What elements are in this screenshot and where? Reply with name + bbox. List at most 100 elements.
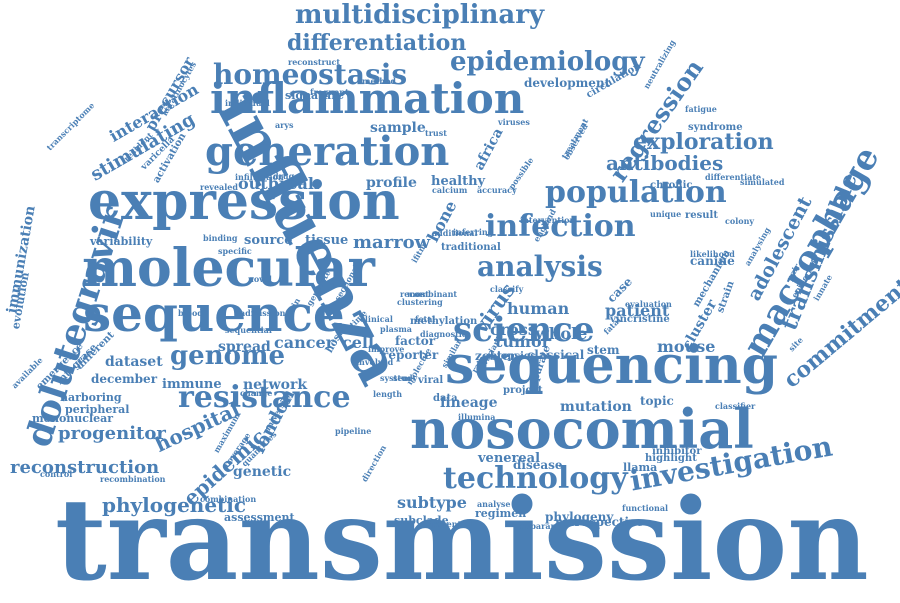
- cloud-word: inhibitor: [652, 446, 702, 457]
- cloud-word: biopsies: [490, 351, 536, 362]
- cloud-word: healthy: [431, 174, 486, 189]
- cloud-word: mutation: [560, 399, 632, 415]
- cloud-word: fetal: [415, 314, 436, 324]
- cloud-word: project: [503, 385, 543, 396]
- cloud-word: result: [685, 210, 718, 221]
- cloud-word: lineage: [440, 395, 498, 411]
- cloud-word: canine: [690, 254, 735, 268]
- cloud-word: evaluation: [625, 299, 672, 309]
- cloud-word: phylogenetic: [102, 493, 247, 517]
- cloud-word: immune: [162, 377, 222, 392]
- cloud-word: peripheral: [65, 403, 130, 416]
- cloud-word: profile: [366, 175, 417, 191]
- cloud-word: infection: [485, 209, 636, 244]
- cloud-word: simulated: [740, 177, 785, 187]
- cloud-word: blood: [178, 308, 203, 318]
- cloud-word: drug: [273, 171, 295, 181]
- cloud-word: sequential: [225, 325, 272, 335]
- cloud-word: zoster: [475, 349, 517, 363]
- cloud-word: site: [786, 334, 805, 354]
- cloud-word: classifier: [715, 401, 756, 411]
- cloud-word: variability: [90, 235, 153, 248]
- cloud-word: harboring: [60, 391, 122, 404]
- cloud-word: mononuclear: [32, 412, 114, 425]
- cloud-word: pipeline: [335, 426, 372, 436]
- cloud-word: inferring: [453, 227, 494, 237]
- cloud-word: viruses: [498, 117, 530, 127]
- cloud-word: dataset: [105, 354, 163, 370]
- cloud-word: infiltration: [235, 172, 284, 182]
- cloud-word: clinical: [360, 314, 393, 324]
- cloud-word: clustering: [397, 297, 443, 307]
- cloud-word: tissue: [305, 233, 349, 248]
- cloud-word: epidemiology: [450, 47, 645, 77]
- cloud-word: novel: [248, 274, 272, 284]
- cloud-word: resistance: [178, 380, 351, 415]
- cloud-word: antibodies: [606, 151, 724, 175]
- cloud-word: additional: [432, 228, 478, 238]
- cloud-word: fatigue: [685, 104, 717, 114]
- cloud-word: cross: [490, 320, 537, 339]
- cloud-word: arys: [275, 120, 294, 130]
- cloud-word: methylation: [410, 316, 478, 327]
- cloud-word: method: [362, 76, 396, 86]
- cloud-word: recombination: [100, 474, 166, 484]
- cloud-word: progenitor: [58, 423, 166, 444]
- cloud-word: sequence: [83, 284, 345, 343]
- cloud-word: assessment: [224, 511, 295, 524]
- cloud-word: colony: [725, 216, 755, 226]
- cloud-word: data: [433, 393, 458, 404]
- cloud-word: accuracy: [477, 185, 517, 195]
- cloud-word: generation: [205, 128, 450, 175]
- cloud-word: subaran: [520, 521, 557, 531]
- cloud-word: treatment: [559, 116, 591, 161]
- cloud-word: molecular: [82, 238, 375, 299]
- cloud-word: plasma: [380, 324, 412, 334]
- cloud-word: africa: [471, 125, 507, 174]
- cloud-word: exploration: [633, 129, 774, 155]
- cloud-word: source: [244, 233, 293, 248]
- cloud-word: cancer: [274, 333, 335, 352]
- cloud-word: possible: [506, 155, 536, 192]
- cloud-word: december: [91, 372, 158, 386]
- cloud-word: network: [243, 377, 308, 393]
- cloud-word: analysis: [477, 250, 603, 283]
- cloud-word: llama: [623, 461, 658, 474]
- cloud-word: patient: [605, 301, 670, 320]
- cloud-word: development: [524, 76, 611, 90]
- cloud-word: inflammation: [210, 74, 525, 123]
- cloud-word: classical: [527, 348, 585, 362]
- cloud-word: subclade: [394, 514, 449, 527]
- cloud-word: analyse: [477, 499, 511, 509]
- cloud-word: trust: [425, 128, 447, 138]
- cloud-word: change: [240, 388, 273, 398]
- cloud-word: highlight: [645, 453, 697, 464]
- cloud-word: frequent: [310, 87, 349, 97]
- cloud-word: functional: [622, 503, 669, 513]
- cloud-word: involved: [356, 357, 394, 367]
- cloud-word: phylogeny: [545, 510, 614, 524]
- cloud-word: genetic: [233, 464, 292, 480]
- cloud-word: disease: [513, 458, 563, 472]
- cloud-word: recombinant: [400, 289, 458, 299]
- cloud-word: venereal: [478, 451, 541, 466]
- cloud-word: combination: [200, 494, 257, 504]
- cloud-word: traditional: [441, 242, 501, 253]
- cloud-word: most: [407, 289, 429, 299]
- cloud-word: tumor: [495, 332, 551, 351]
- cloud-word: retrospective: [555, 515, 644, 529]
- cloud-word: nosocomial: [410, 397, 754, 461]
- cloud-word: sequencing: [445, 335, 778, 396]
- cloud-word: vincristine: [610, 314, 670, 325]
- cloud-word: individual: [225, 98, 270, 108]
- cloud-word: study: [393, 373, 418, 383]
- cloud-word: regimen: [475, 507, 527, 520]
- cloud-word: outbreak: [238, 174, 319, 193]
- cloud-word: human: [507, 299, 570, 318]
- cloud-word: diagnostic: [420, 329, 467, 339]
- cloud-word: topic: [640, 394, 674, 408]
- cloud-word: stem: [587, 343, 620, 357]
- cloud-word: unique: [650, 209, 682, 219]
- cloud-word: factor: [395, 334, 436, 348]
